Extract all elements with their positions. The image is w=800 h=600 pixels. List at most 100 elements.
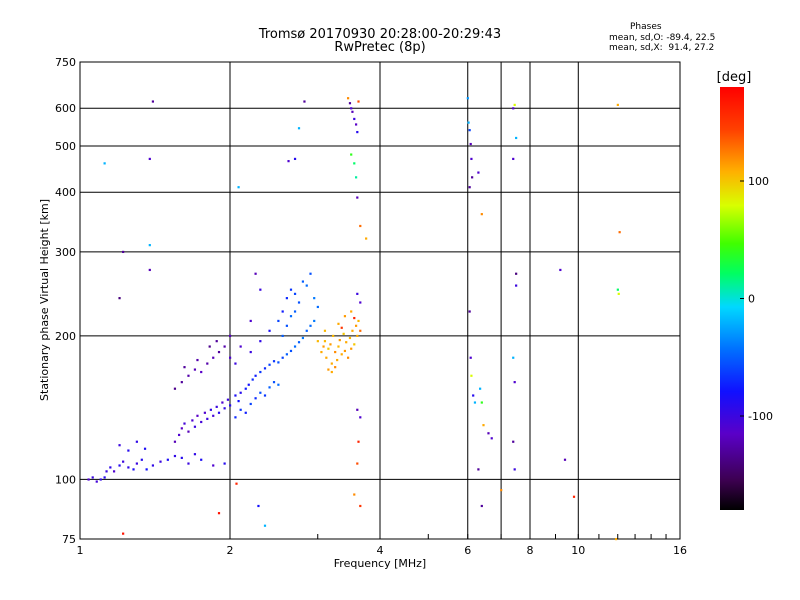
data-point — [357, 440, 360, 443]
data-point — [572, 495, 576, 498]
data-point — [513, 381, 516, 384]
data-point — [226, 398, 230, 401]
y-tick-label: 300 — [55, 246, 76, 259]
data-point — [356, 334, 359, 338]
x-tick-label: 4 — [377, 544, 384, 557]
phases-x-mode: mean, sd,X: 91.4, 27.2 — [609, 43, 715, 53]
data-point — [277, 319, 280, 323]
data-point — [334, 366, 337, 369]
data-point — [206, 362, 209, 365]
data-point — [512, 440, 515, 443]
data-point — [303, 100, 306, 103]
data-point — [285, 297, 288, 300]
data-point — [297, 341, 301, 344]
data-point — [135, 440, 138, 443]
data-point — [515, 136, 518, 140]
data-point — [166, 458, 169, 461]
data-point — [217, 411, 221, 414]
data-point — [616, 103, 619, 107]
data-point — [490, 437, 493, 440]
data-point — [193, 453, 197, 456]
data-point — [173, 387, 177, 390]
data-point — [353, 162, 356, 165]
data-point — [173, 440, 177, 443]
data-point — [122, 532, 125, 535]
x-tick-label: 16 — [673, 544, 687, 557]
data-point — [259, 370, 262, 374]
data-point — [187, 462, 190, 465]
data-point — [99, 478, 102, 481]
x-axis-label: Frequency [MHz] — [334, 557, 426, 570]
data-point — [91, 476, 94, 479]
data-point — [313, 319, 316, 323]
data-point — [466, 97, 469, 100]
data-point — [359, 224, 362, 228]
data-point — [281, 310, 284, 313]
data-point — [118, 444, 121, 447]
data-point — [323, 329, 327, 332]
data-point — [187, 374, 190, 377]
data-point — [122, 460, 125, 463]
data-point — [477, 171, 480, 174]
data-point — [187, 430, 190, 433]
data-point — [281, 334, 284, 338]
data-point — [105, 470, 108, 473]
data-point — [244, 411, 247, 414]
data-point — [340, 353, 343, 356]
data-point — [309, 272, 312, 275]
phases-heading: Phases — [630, 22, 662, 32]
data-point — [293, 345, 297, 348]
data-point — [512, 157, 515, 161]
data-point — [353, 493, 356, 496]
x-tick-label: 2 — [227, 544, 234, 557]
data-point — [209, 408, 212, 411]
data-point — [513, 468, 516, 471]
data-point — [515, 272, 518, 275]
data-point — [239, 391, 242, 394]
data-point — [177, 433, 181, 437]
data-point — [229, 404, 232, 407]
data-point — [237, 400, 240, 403]
data-point — [203, 411, 206, 414]
data-point — [468, 310, 471, 313]
data-point — [350, 347, 353, 350]
data-point — [293, 310, 297, 313]
data-point — [208, 345, 211, 348]
data-point — [217, 512, 221, 515]
y-tick-label: 500 — [55, 140, 76, 153]
chart-title-line2: RwPretec (8p) — [334, 40, 426, 55]
data-points — [87, 97, 621, 541]
axes: 75 100 200 300 400 500 600 750 1 2 4 8 16 6 10 — [55, 56, 687, 557]
data-point — [350, 153, 353, 156]
data-point — [343, 349, 347, 353]
data-point — [301, 336, 305, 340]
data-point — [346, 356, 350, 359]
data-point — [350, 107, 353, 110]
data-point — [359, 301, 362, 304]
data-point — [118, 297, 121, 300]
data-point — [285, 324, 288, 327]
data-point — [313, 297, 316, 300]
data-point — [254, 397, 257, 400]
chart-title-line1: Tromsø 20170930 20:28:00-20:29:43 — [258, 27, 502, 42]
data-point — [180, 381, 183, 384]
data-point — [237, 186, 240, 189]
data-point — [353, 316, 356, 320]
data-point — [563, 458, 567, 461]
data-point — [351, 110, 354, 113]
data-point — [221, 401, 224, 404]
colorbar-tick-label: -100 — [748, 410, 773, 423]
data-point — [500, 489, 503, 492]
data-point — [234, 362, 237, 365]
data-point — [512, 107, 515, 110]
data-point — [305, 284, 308, 287]
data-point — [183, 422, 186, 425]
data-point — [293, 157, 297, 161]
data-point — [259, 391, 262, 394]
data-point — [249, 350, 252, 354]
data-point — [247, 383, 250, 386]
data-point — [469, 142, 472, 146]
data-point — [467, 121, 470, 124]
data-point — [127, 449, 130, 452]
data-point — [618, 231, 621, 234]
